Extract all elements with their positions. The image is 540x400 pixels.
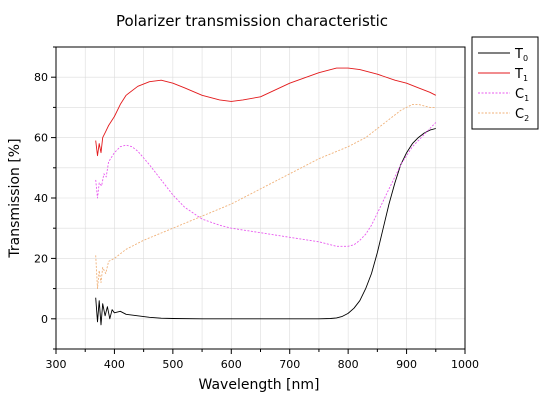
y-tick-label: 20 [34,252,48,265]
chart-title: Polarizer transmission characteristic [116,12,388,30]
plot-series [95,67,437,326]
legend-subscript: 1 [524,94,529,103]
x-tick-label: 300 [46,358,67,371]
x-tick-label: 900 [396,358,417,371]
y-axis-label: Transmission [%] [7,138,23,258]
x-tick-label: 1000 [451,358,479,371]
x-tick-label: 400 [104,358,125,371]
x-tick-label: 700 [279,358,300,371]
y-tick-label: 0 [41,313,48,326]
series-line-c2 [95,103,436,290]
x-tick-label: 600 [221,358,242,371]
legend-subscript: 0 [523,54,528,63]
y-tick-label: 60 [34,132,48,145]
series-line-t0 [95,128,436,326]
x-axis-label: Wavelength [nm] [199,377,320,393]
y-tick-label: 40 [34,192,48,205]
legend-subscript: 1 [523,74,528,83]
y-tick-label: 80 [34,71,48,84]
axis-ticks: 300 400 500 600 700 800 900 1000 0 20 40 60 80 [34,46,479,371]
x-tick-label: 800 [338,358,359,371]
legend-subscript: 2 [524,114,529,123]
series-line-t1 [95,67,437,157]
grid [55,46,466,350]
x-tick-label: 500 [162,358,183,371]
series-line-c1 [95,122,437,247]
legend-box [471,36,539,130]
